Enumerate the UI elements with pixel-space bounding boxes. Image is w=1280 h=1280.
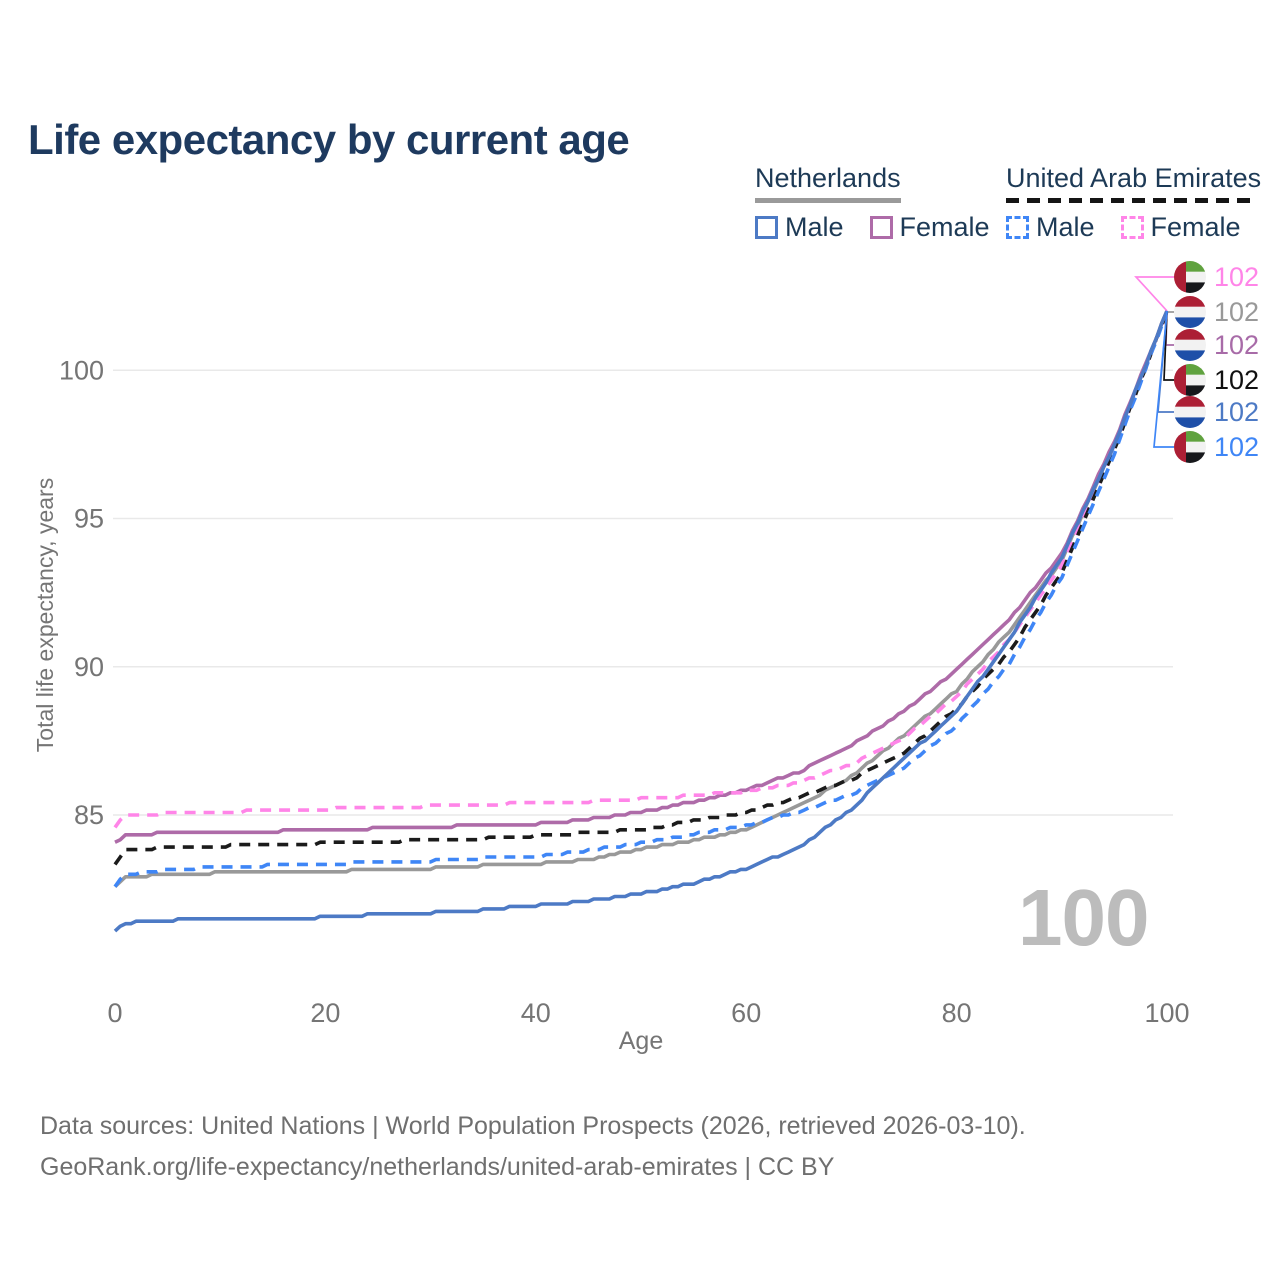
x-tick-label: 60 <box>731 998 761 1028</box>
end-label-nl_male: 102 <box>1174 396 1259 428</box>
series-line-nl_female[interactable] <box>114 310 1169 844</box>
nl-flag-icon <box>1174 296 1206 328</box>
legend-uae-title: United Arab Emirates <box>1006 163 1262 193</box>
legend-label: Male <box>785 212 844 242</box>
nl-male-swatch <box>755 216 778 239</box>
x-axis-title: Age <box>619 1027 663 1055</box>
nl-flag-icon <box>1174 396 1206 428</box>
end-label-uae_female: 102 <box>1174 261 1259 293</box>
series-line-uae_male[interactable] <box>113 310 1169 888</box>
footer: Data sources: United Nations | World Pop… <box>40 1106 1026 1188</box>
legend-uae: United Arab Emirates Male Female <box>1006 163 1266 243</box>
gridlines: 85 90 95 100 <box>59 355 1173 830</box>
leader-line-uae_male <box>1153 310 1174 448</box>
y-tick-label: 90 <box>74 652 104 682</box>
leader-line-uae_female <box>1134 276 1174 312</box>
nl-female-swatch <box>869 216 893 239</box>
uae-flag-icon <box>1174 261 1206 293</box>
end-label-value: 102 <box>1214 431 1260 462</box>
legend-netherlands-title: Netherlands <box>755 163 901 193</box>
end-label-value: 102 <box>1214 296 1260 327</box>
x-tick-label: 20 <box>310 998 340 1028</box>
end-label-uae_all: 102 <box>1174 364 1259 396</box>
end-label-value: 102 <box>1214 396 1260 427</box>
leader-line-uae_all <box>1163 310 1174 381</box>
legend-item-nl-male[interactable]: Male <box>755 212 844 243</box>
end-label-value: 102 <box>1214 364 1260 395</box>
legend-label: Female <box>899 212 990 242</box>
series-lines <box>113 310 1169 933</box>
legend-item-uae-male[interactable]: Male <box>1006 212 1095 243</box>
series-line-nl_all[interactable] <box>113 310 1169 889</box>
page-title: Life expectancy by current age <box>28 116 630 164</box>
uae-flag-icon <box>1174 364 1206 396</box>
legend-label: Male <box>1036 212 1095 242</box>
series-line-uae_female[interactable] <box>113 310 1169 829</box>
end-label-uae_male: 102 <box>1174 431 1259 463</box>
current-age-watermark: 100 <box>1018 873 1149 962</box>
end-label-value: 102 <box>1214 329 1260 360</box>
nl-flag-icon <box>1174 329 1206 361</box>
netherlands-line-style-sample <box>755 198 901 203</box>
legend-item-nl-female[interactable]: Female <box>869 212 990 243</box>
y-tick-label: 95 <box>74 504 104 534</box>
series-line-nl_male[interactable] <box>113 310 1169 933</box>
end-label-nl_all: 102 <box>1174 296 1259 328</box>
footer-data-sources: Data sources: United Nations | World Pop… <box>40 1112 1026 1140</box>
series-line-uae_all[interactable] <box>113 310 1169 866</box>
uae-female-swatch <box>1120 216 1144 239</box>
legend-item-uae-female[interactable]: Female <box>1120 212 1241 243</box>
uae-line-style-sample <box>1006 198 1256 203</box>
x-tick-label: 0 <box>107 998 122 1028</box>
footer-attribution: GeoRank.org/life-expectancy/netherlands/… <box>40 1153 835 1181</box>
uae-male-swatch <box>1006 216 1029 239</box>
x-tick-label: 40 <box>521 998 551 1028</box>
legend-label: Female <box>1150 212 1241 242</box>
x-tick-label: 100 <box>1144 998 1189 1028</box>
uae-flag-icon <box>1174 431 1206 463</box>
leader-line-nl_all <box>1166 310 1174 313</box>
y-tick-label: 85 <box>74 800 104 830</box>
end-label-nl_female: 102 <box>1174 329 1259 361</box>
leader-lines <box>1134 276 1174 448</box>
end-label-value: 102 <box>1214 261 1260 292</box>
legend-netherlands: Netherlands Male Female <box>755 163 990 243</box>
y-tick-label: 100 <box>59 355 104 385</box>
x-axis: 0 20 40 60 80 100 Age <box>107 998 1189 1055</box>
x-tick-label: 80 <box>942 998 972 1028</box>
